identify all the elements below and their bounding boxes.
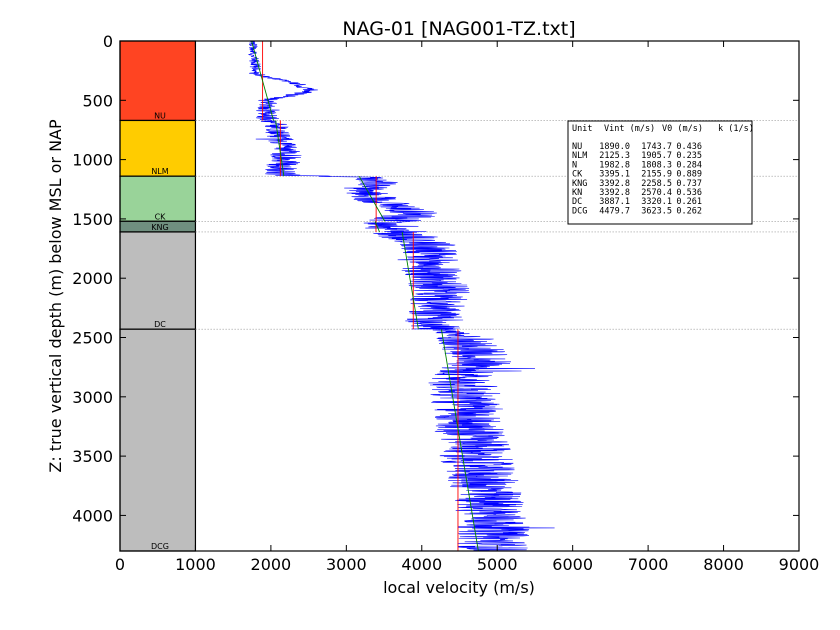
legend-row-cell: 2570.4: [641, 188, 672, 198]
legend-row-cell: 2125.3: [599, 151, 630, 161]
unit-box-ck: [119, 175, 197, 222]
series-segment-2: [275, 120, 285, 177]
legend-header-cell: V0 (m/s): [662, 124, 703, 134]
x-tick-label: 0: [115, 555, 125, 574]
series-line-log: [248, 41, 555, 551]
x-tick-label: 6000: [552, 555, 593, 574]
y-tick-label: 500: [82, 91, 113, 110]
legend-row-cell: 0.436: [676, 142, 702, 152]
x-tick-label: 7000: [628, 555, 669, 574]
x-tick-label: 1000: [175, 555, 216, 574]
legend-row-cell: 4479.7: [599, 206, 630, 216]
legend-row-cell: 1905.7: [641, 151, 672, 161]
series-segment-2: [358, 175, 386, 222]
x-tick-label: 9000: [779, 555, 820, 574]
x-axis-title: local velocity (m/s): [383, 578, 535, 597]
series-segment-2: [401, 231, 419, 330]
legend-row-cell: 3320.1: [641, 197, 672, 207]
legend-frame: [567, 120, 753, 225]
unit-box-nu: [119, 40, 197, 122]
y-tick-label: 2000: [72, 269, 113, 288]
unit-box-dc: [119, 231, 197, 330]
y-tick-label: 3500: [72, 447, 113, 466]
legend-box: Unit Vint (m/s) V0 (m/s) k (1/s) NU 1890.0 174…: [567, 120, 754, 225]
legend-row-cell: 1743.7: [641, 142, 672, 152]
legend-row-cell: CK: [572, 170, 583, 180]
x-tick-label: 2000: [251, 555, 292, 574]
legend-row-cell: 3395.1: [599, 170, 630, 180]
unit-label-dc: DC: [154, 320, 166, 329]
legend-row-cell: 3887.1: [599, 197, 630, 207]
legend-row-cell: 0.262: [676, 206, 702, 216]
chart-title: NAG-01 [NAG001-TZ.txt]: [342, 18, 575, 40]
y-tick-label: 1500: [72, 210, 113, 229]
legend-row-cell: 1982.8: [599, 160, 630, 170]
stratigraphic-column: NU NLM CK KNG DC DCG: [119, 40, 197, 552]
legend-header-cell: k (1/s): [718, 124, 754, 134]
legend-row-cell: 3392.8: [599, 188, 630, 198]
y-tick-label: 3000: [72, 388, 113, 407]
unit-label-nlm: NLM: [151, 167, 168, 176]
legend-row-cell: N: [572, 160, 577, 170]
y-tick-label: 1000: [72, 151, 113, 170]
series-segment-2: [374, 221, 380, 233]
unit-box-dcg: [119, 328, 197, 552]
legend-row-cell: 2155.9: [641, 170, 672, 180]
legend-row-cell: 0.536: [676, 188, 702, 198]
series-layer: [248, 41, 555, 551]
unit-label-nu: NU: [154, 111, 166, 120]
legend-row-cell: 0.889: [676, 170, 702, 180]
x-tick-label: 3000: [326, 555, 367, 574]
series-segment-2: [251, 41, 274, 121]
legend-row-cell: DC: [572, 197, 582, 207]
legend-row-cell: 3392.8: [599, 179, 630, 189]
x-tick-label: 8000: [703, 555, 744, 574]
legend-header-cell: Unit: [572, 124, 592, 134]
legend-row-cell: 1808.3: [641, 160, 672, 170]
legend-row-cell: KN: [572, 188, 582, 198]
y-tick-label: 0: [103, 32, 113, 51]
plot-frame: [119, 40, 800, 552]
unit-label-dcg: DCG: [151, 542, 169, 551]
legend-header-cell: Vint (m/s): [604, 124, 655, 134]
axis-ticks: 0 1000 2000 3000 4000 5000 6000 7000 8000 9000 0 50…: [72, 32, 819, 574]
legend-row-cell: DCG: [572, 206, 587, 216]
legend-row-cell: 3623.5: [641, 206, 672, 216]
legend-row-cell: 1890.0: [599, 142, 630, 152]
y-tick-label: 4000: [72, 506, 113, 525]
legend-row-cell: NLM: [572, 151, 587, 161]
y-axis-title: Z: true vertical depth (m) below MSL or …: [46, 119, 65, 473]
y-tick-label: 2500: [72, 329, 113, 348]
unit-box-nlm: [119, 119, 197, 177]
legend-row-cell: 0.235: [676, 151, 702, 161]
unit-label-ck: CK: [155, 212, 167, 221]
series-segment-2: [440, 329, 479, 551]
x-tick-label: 4000: [401, 555, 442, 574]
legend-row-cell: 0.261: [676, 197, 702, 207]
legend-row-cell: 2258.5: [641, 179, 672, 189]
unit-label-kng: KNG: [151, 223, 168, 232]
legend-row-cell: 0.284: [676, 160, 702, 170]
legend-row-cell: 0.737: [676, 179, 702, 189]
x-tick-label: 5000: [477, 555, 518, 574]
legend-row-cell: NU: [572, 142, 582, 152]
legend-row-cell: KNG: [572, 179, 587, 189]
